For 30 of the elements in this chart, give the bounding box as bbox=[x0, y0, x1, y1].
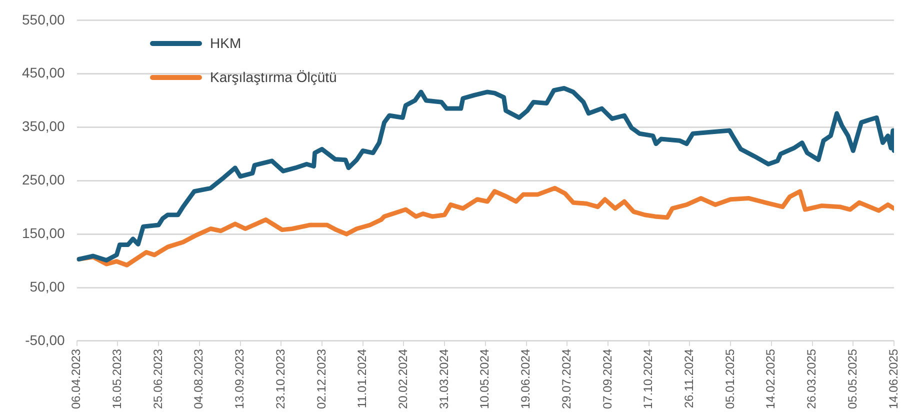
x-tick-label: 06.04.2023 bbox=[69, 348, 84, 410]
x-tick-label: 19.06.2024 bbox=[518, 348, 533, 410]
x-tick-label: 05.05.2025 bbox=[845, 348, 860, 410]
x-tick-label: 10.05.2024 bbox=[478, 348, 492, 410]
x-tick-label: 23.10.2023 bbox=[273, 348, 288, 410]
x-tick-label: 02.12.2023 bbox=[314, 348, 328, 410]
x-tick-label: 05.01.2025 bbox=[722, 348, 737, 410]
x-tick-label: 14.06.2025 bbox=[886, 348, 900, 410]
x-tick-label: 07.09.2024 bbox=[600, 348, 614, 410]
y-tick-label: -50,00 bbox=[25, 332, 66, 348]
y-tick-label: 550,00 bbox=[22, 11, 66, 28]
x-tick-label: 25.06.2023 bbox=[150, 348, 165, 410]
x-tick-label: 16.05.2023 bbox=[110, 348, 124, 410]
legend-label: HKM bbox=[210, 35, 242, 51]
legend-label: Karşılaştırma Ölçütü bbox=[210, 69, 337, 85]
x-tick-label: 26.03.2025 bbox=[804, 348, 819, 410]
x-tick-label: 17.10.2024 bbox=[641, 348, 656, 410]
x-tick-label: 14.02.2025 bbox=[764, 348, 778, 410]
x-tick-label: 04.08.2023 bbox=[192, 348, 206, 410]
y-tick-label: 150,00 bbox=[22, 224, 66, 241]
y-tick-label: 450,00 bbox=[22, 64, 66, 81]
y-tick-label: 50,00 bbox=[30, 278, 66, 294]
x-tick-label: 20.02.2024 bbox=[396, 348, 410, 410]
y-tick-label: 350,00 bbox=[22, 118, 66, 134]
x-tick-label: 11.01.2024 bbox=[355, 348, 370, 408]
x-tick-label: 13.09.2023 bbox=[232, 348, 247, 410]
y-tick-label: 250,00 bbox=[22, 172, 66, 188]
x-tick-label: 26.11.2024 bbox=[682, 348, 696, 408]
x-tick-label: 31.03.2024 bbox=[436, 348, 451, 410]
x-tick-label: 29.07.2024 bbox=[559, 348, 574, 410]
